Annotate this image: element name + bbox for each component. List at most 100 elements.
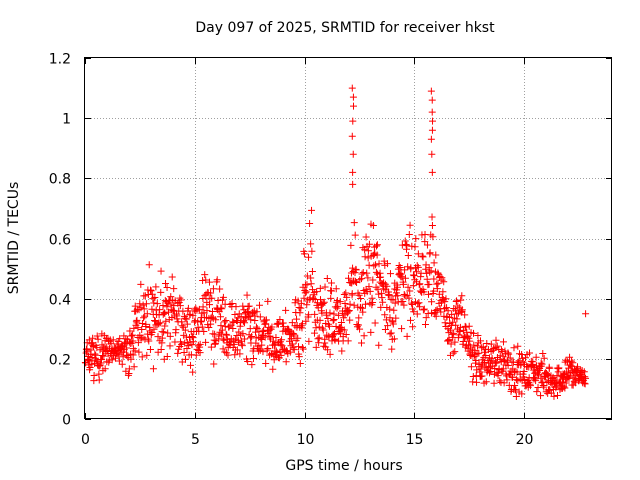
data-point <box>132 307 140 315</box>
data-point <box>499 338 507 346</box>
data-point <box>219 293 227 301</box>
data-point <box>273 349 281 357</box>
data-point <box>409 323 417 331</box>
tick-layer: 0 0.2 0.4 0.6 0.8 1 1.2 0 5 10 15 20 <box>49 52 612 448</box>
data-point <box>354 321 362 329</box>
data-point <box>277 351 285 359</box>
data-point <box>308 268 316 276</box>
data-point <box>208 294 216 302</box>
data-point <box>86 363 94 371</box>
data-point <box>126 327 134 335</box>
data-point <box>199 277 207 285</box>
data-point <box>145 261 153 269</box>
data-point <box>413 268 421 276</box>
data-point <box>465 334 473 342</box>
data-point <box>161 322 169 330</box>
data-point <box>138 319 146 327</box>
data-point <box>369 222 377 230</box>
data-point <box>359 308 367 316</box>
data-point <box>306 220 314 228</box>
data-point <box>349 93 357 101</box>
data-point <box>470 341 478 349</box>
data-point <box>271 340 279 348</box>
data-point <box>386 330 394 338</box>
plot-frame <box>84 57 612 419</box>
data-point <box>449 318 457 326</box>
data-point <box>178 322 186 330</box>
data-point <box>238 340 246 348</box>
data-point <box>560 383 568 391</box>
data-point <box>389 320 397 328</box>
data-point <box>428 222 436 230</box>
data-point <box>157 267 165 275</box>
data-point <box>566 353 574 361</box>
data-point <box>370 250 378 258</box>
data-point <box>359 269 367 277</box>
data-point <box>373 251 381 259</box>
data-point <box>195 305 203 313</box>
data-point <box>326 350 334 358</box>
data-point <box>153 300 161 308</box>
data-point <box>482 378 490 386</box>
data-point <box>521 376 529 384</box>
data-point <box>462 323 470 331</box>
data-point <box>207 343 215 351</box>
data-point <box>433 306 441 314</box>
data-point <box>393 283 401 291</box>
data-point <box>488 354 496 362</box>
data-point <box>453 315 461 323</box>
data-point <box>428 168 436 176</box>
data-point <box>568 357 576 365</box>
data-point <box>496 377 504 385</box>
data-point <box>434 269 442 277</box>
data-point <box>428 298 436 306</box>
data-point <box>189 338 197 346</box>
data-point <box>404 251 412 259</box>
data-point <box>316 284 324 292</box>
data-point <box>201 271 209 279</box>
data-point <box>135 306 143 314</box>
data-point <box>504 349 512 357</box>
data-point <box>375 260 383 268</box>
data-point <box>231 351 239 359</box>
data-point <box>221 348 229 356</box>
data-point <box>224 351 232 359</box>
data-point <box>238 342 246 350</box>
data-point <box>500 379 508 387</box>
y-tick-label: 0 <box>62 413 71 429</box>
data-point <box>332 285 340 293</box>
data-point <box>269 337 277 345</box>
data-point <box>156 306 164 314</box>
data-point <box>390 306 398 314</box>
x-tick-label: 15 <box>406 432 424 448</box>
data-point <box>444 337 452 345</box>
data-point <box>308 247 316 255</box>
data-point <box>381 326 389 334</box>
data-point <box>361 300 369 308</box>
data-point <box>459 338 467 346</box>
data-point <box>420 305 428 313</box>
data-point <box>452 321 460 329</box>
data-point <box>305 337 313 345</box>
data-point <box>370 262 378 270</box>
data-point <box>530 375 538 383</box>
data-point <box>432 251 440 259</box>
data-point <box>286 348 294 356</box>
data-point <box>392 314 400 322</box>
data-point <box>349 150 357 158</box>
data-point <box>158 339 166 347</box>
data-point <box>539 381 547 389</box>
data-point <box>418 252 426 260</box>
data-point <box>282 306 290 314</box>
data-point <box>178 340 186 348</box>
data-point <box>400 301 408 309</box>
data-point <box>140 314 148 322</box>
data-point <box>428 309 436 317</box>
data-point <box>349 180 357 188</box>
data-point <box>160 328 168 336</box>
data-point <box>333 304 341 312</box>
data-point <box>118 360 126 368</box>
data-point <box>243 291 251 299</box>
data-point <box>419 306 427 314</box>
data-point <box>127 355 135 363</box>
